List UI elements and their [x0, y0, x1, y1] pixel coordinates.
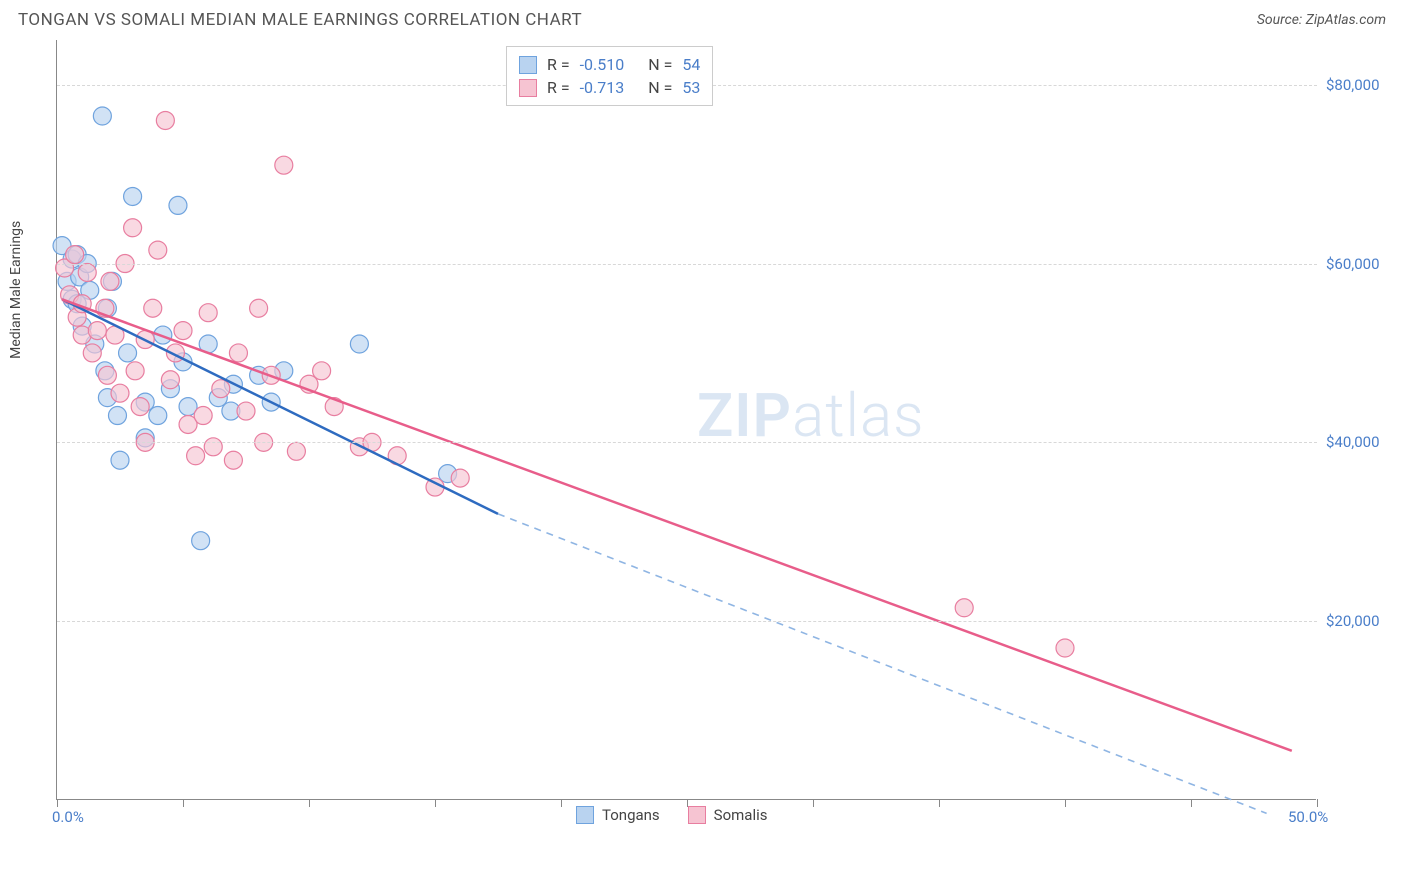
scatter-point — [111, 451, 129, 469]
xtick-label: 50.0% — [1288, 808, 1328, 826]
scatter-point — [144, 299, 162, 317]
xtick — [561, 799, 562, 807]
stats-n-label: N = — [648, 78, 672, 97]
scatter-point — [955, 599, 973, 617]
scatter-point — [237, 402, 255, 420]
stats-n-value-1: 53 — [682, 78, 700, 97]
scatter-point — [126, 362, 144, 380]
scatter-point — [229, 344, 247, 362]
trend-line — [62, 299, 1292, 751]
ytick-label: $20,000 — [1326, 612, 1380, 630]
chart-header: TONGAN VS SOMALI MEDIAN MALE EARNINGS CO… — [0, 0, 1406, 36]
scatter-point — [204, 438, 222, 456]
scatter-point — [119, 344, 137, 362]
scatter-point — [192, 532, 210, 550]
series-legend: Tongans Somalis — [576, 806, 767, 824]
xtick — [57, 799, 58, 807]
chart-container: Median Male Earnings ZIPatlas R = -0.510… — [56, 40, 1386, 830]
scatter-point — [212, 380, 230, 398]
scatter-point — [161, 371, 179, 389]
stats-r-label: R = — [547, 78, 570, 97]
legend-swatch-tongans — [519, 56, 537, 74]
scatter-point — [66, 246, 84, 264]
scatter-point — [451, 469, 469, 487]
ytick-label: $80,000 — [1326, 76, 1380, 94]
stats-r-value-1: -0.713 — [580, 78, 625, 97]
y-axis-label: Median Male Earnings — [8, 221, 24, 359]
scatter-point — [93, 107, 111, 125]
legend-item-tongans: Tongans — [576, 806, 660, 824]
ytick-label: $40,000 — [1326, 433, 1380, 451]
scatter-point — [131, 398, 149, 416]
scatter-point — [1056, 639, 1074, 657]
stats-legend-row-1: R = -0.713 N = 53 — [519, 76, 700, 99]
legend-label-somalis: Somalis — [714, 806, 768, 824]
stats-legend-row-0: R = -0.510 N = 54 — [519, 53, 700, 76]
legend-swatch-somalis — [519, 79, 537, 97]
scatter-point — [250, 299, 268, 317]
xtick — [1191, 799, 1192, 807]
scatter-point — [124, 187, 142, 205]
xtick — [1065, 799, 1066, 807]
scatter-point — [350, 335, 368, 353]
scatter-point — [98, 366, 116, 384]
chart-source: Source: ZipAtlas.com — [1257, 12, 1386, 28]
gridline — [57, 621, 1317, 622]
scatter-point — [224, 451, 242, 469]
scatter-point — [78, 263, 96, 281]
xtick — [813, 799, 814, 807]
scatter-point — [101, 272, 119, 290]
scatter-point — [111, 384, 129, 402]
xtick — [309, 799, 310, 807]
xtick — [183, 799, 184, 807]
trend-line — [62, 299, 498, 514]
xtick — [939, 799, 940, 807]
xtick — [435, 799, 436, 807]
scatter-point — [149, 407, 167, 425]
xtick — [1317, 799, 1318, 807]
legend-label-tongans: Tongans — [602, 806, 660, 824]
stats-n-value-0: 54 — [682, 55, 700, 74]
scatter-point — [124, 219, 142, 237]
chart-title: TONGAN VS SOMALI MEDIAN MALE EARNINGS CO… — [18, 10, 582, 30]
ytick-label: $60,000 — [1326, 255, 1380, 273]
legend-swatch-tongans — [576, 806, 594, 824]
plot-area: ZIPatlas — [56, 40, 1316, 800]
legend-item-somalis: Somalis — [688, 806, 768, 824]
trend-line-extrapolated — [498, 514, 1267, 814]
xtick-label: 0.0% — [52, 808, 84, 826]
stats-r-label: R = — [547, 55, 570, 74]
scatter-point — [169, 196, 187, 214]
scatter-point — [187, 447, 205, 465]
scatter-point — [194, 407, 212, 425]
scatter-point — [199, 304, 217, 322]
scatter-point — [287, 442, 305, 460]
gridline — [57, 442, 1317, 443]
plot-svg — [57, 40, 1317, 800]
gridline — [57, 264, 1317, 265]
stats-n-label: N = — [648, 55, 672, 74]
scatter-point — [83, 344, 101, 362]
stats-r-value-0: -0.510 — [580, 55, 625, 74]
stats-legend: R = -0.510 N = 54 R = -0.713 N = 53 — [506, 46, 713, 106]
scatter-point — [275, 156, 293, 174]
scatter-point — [88, 322, 106, 340]
legend-swatch-somalis — [688, 806, 706, 824]
scatter-point — [156, 111, 174, 129]
scatter-point — [313, 362, 331, 380]
scatter-point — [174, 322, 192, 340]
scatter-point — [108, 407, 126, 425]
scatter-point — [149, 241, 167, 259]
